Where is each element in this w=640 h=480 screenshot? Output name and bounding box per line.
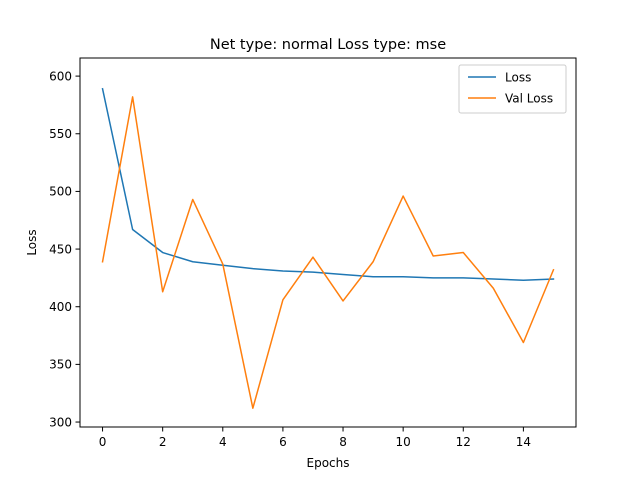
y-axis-label: Loss (25, 229, 39, 255)
axes (79, 57, 577, 428)
plot-area (80, 58, 576, 427)
x-tick-label: 6 (279, 435, 287, 449)
x-tick-label: 2 (159, 435, 167, 449)
y-tick-label: 350 (49, 358, 72, 372)
x-tick-label: 14 (516, 435, 531, 449)
plot-area-background (80, 58, 576, 427)
y-tick-label: 550 (49, 127, 72, 141)
y-tick-label: 600 (49, 69, 72, 83)
x-tick-label: 12 (456, 435, 471, 449)
y-tick-label: 400 (49, 300, 72, 314)
legend-label-val-loss: Val Loss (505, 91, 553, 105)
legend: Loss Val Loss (458, 64, 567, 114)
y-tick-label: 450 (49, 242, 72, 256)
series-line-loss (101, 87, 555, 281)
series-layer (101, 87, 555, 409)
x-tick-label: 10 (396, 435, 411, 449)
x-axis-label: Epochs (307, 456, 350, 470)
y-tick-label: 500 (49, 185, 72, 199)
x-tick-label: 0 (99, 435, 107, 449)
x-tick-label: 4 (219, 435, 227, 449)
x-tick-label: 8 (339, 435, 347, 449)
series-line-val-loss (101, 96, 555, 409)
legend-label-loss: Loss (505, 70, 531, 84)
ticks: 0 2 4 6 8 10 12 14 300 350 400 450 500 550 600 (49, 69, 531, 449)
y-tick-label: 300 (49, 415, 72, 429)
chart-title: Net type: normal Loss type: mse (210, 37, 446, 53)
axes-frame (79, 57, 577, 428)
